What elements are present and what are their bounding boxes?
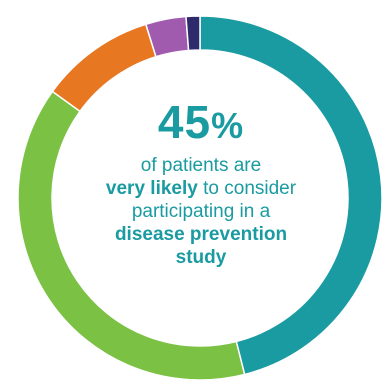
caption-line-4: disease prevention [74, 223, 328, 246]
headline-percentage: 45% [74, 94, 328, 154]
caption-emphasis-study: study [175, 247, 227, 268]
caption-line-2: very likely to consider [74, 177, 328, 200]
caption-line-1: of patients are [140, 155, 262, 176]
caption-line-5: study [74, 246, 328, 269]
headline-percent-sign: % [211, 105, 245, 146]
caption-emphasis-very-likely: very likely [105, 178, 198, 199]
headline-number: 45 [157, 96, 212, 148]
caption-emphasis-disease-prevention: disease prevention [114, 224, 288, 245]
donut-slice-5 [185, 15, 201, 52]
center-caption: 45% of patients are very likely to consi… [74, 94, 328, 269]
caption-line-3: participating in a [131, 201, 271, 222]
caption-line-2-rest: to consider [197, 178, 297, 199]
